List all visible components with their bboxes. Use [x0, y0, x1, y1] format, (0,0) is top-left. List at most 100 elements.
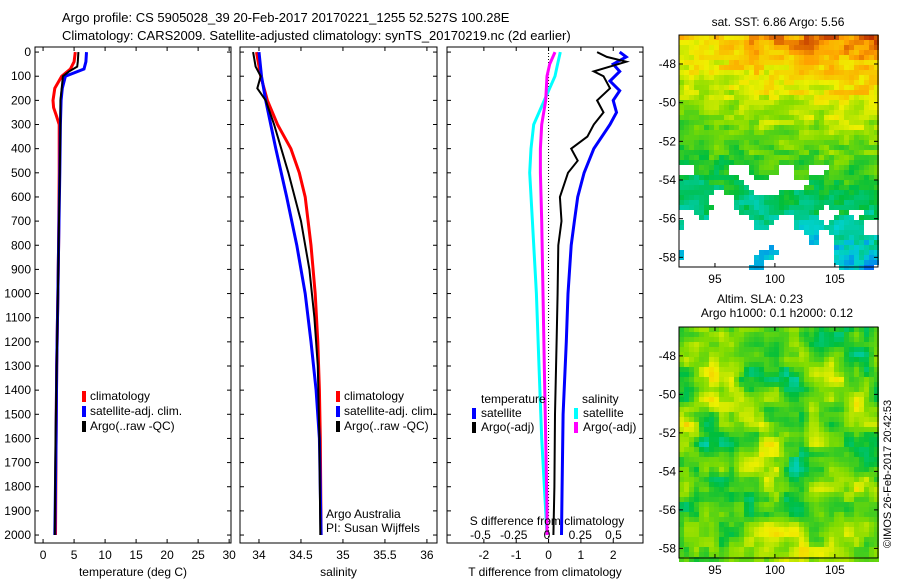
map-cell: [779, 337, 784, 342]
map-cell: [689, 472, 694, 477]
map-cell: [864, 205, 869, 210]
map-cell: [774, 140, 779, 145]
map-cell: [784, 387, 789, 392]
map-cell: [834, 40, 839, 45]
map-cell: [864, 547, 869, 552]
map-cell: [789, 35, 794, 40]
map-cell: [739, 55, 744, 60]
map-cell: [819, 135, 824, 140]
map-cell: [769, 447, 774, 452]
map-cell: [874, 517, 879, 522]
map-cell: [764, 552, 769, 557]
map-cell: [784, 357, 789, 362]
map-cell: [774, 387, 779, 392]
map-cell: [859, 95, 864, 100]
map-cell: [689, 372, 694, 377]
map-cell: [709, 507, 714, 512]
map-cell: [704, 45, 709, 50]
map-cell: [779, 487, 784, 492]
map-cell: [774, 170, 779, 175]
map-cell: [734, 70, 739, 75]
map-cell: [774, 125, 779, 130]
map-cell: [734, 437, 739, 442]
map-cell: [774, 120, 779, 125]
map-cell: [774, 352, 779, 357]
series-line-temperature-satellite: [560, 50, 629, 536]
map-cell: [849, 422, 854, 427]
map-cell: [689, 487, 694, 492]
map-cell: [844, 352, 849, 357]
map-cell: [859, 377, 864, 382]
map-cell: [794, 105, 799, 110]
map-cell: [704, 155, 709, 160]
map-cell: [759, 467, 764, 472]
map-cell: [824, 115, 829, 120]
map-cell: [809, 412, 814, 417]
map-cell: [824, 477, 829, 482]
map-cell: [829, 85, 834, 90]
map-cell: [714, 185, 719, 190]
map-cell: [719, 40, 724, 45]
map-cell: [809, 205, 814, 210]
map-cell: [839, 50, 844, 55]
map-cell: [719, 55, 724, 60]
map-cell: [689, 55, 694, 60]
map-cell: [729, 492, 734, 497]
map-cell: [854, 65, 859, 70]
map-cell: [839, 422, 844, 427]
map-cell: [709, 367, 714, 372]
map-cell: [799, 467, 804, 472]
map-cell: [729, 347, 734, 352]
map-cell: [764, 110, 769, 115]
map-cell: [684, 342, 689, 347]
map-cell: [774, 452, 779, 457]
legend-label: satellite-adj. clim.: [90, 404, 182, 418]
map-cell: [714, 377, 719, 382]
map-cell: [699, 90, 704, 95]
map-cell: [749, 215, 754, 220]
map-cell: [854, 512, 859, 517]
map-cell: [704, 130, 709, 135]
map-cell: [749, 327, 754, 332]
map-cell: [844, 235, 849, 240]
map-cell: [799, 462, 804, 467]
map-cell: [864, 35, 869, 40]
map-cell: [844, 447, 849, 452]
map-cell: [729, 467, 734, 472]
map-cell: [779, 347, 784, 352]
map-cell: [714, 507, 719, 512]
map-cell: [749, 70, 754, 75]
map-cell: [724, 542, 729, 547]
map-cell: [779, 90, 784, 95]
map-cell: [869, 452, 874, 457]
map-cell: [714, 95, 719, 100]
map-cell: [874, 145, 879, 150]
map-cell: [749, 387, 754, 392]
map-cell: [739, 487, 744, 492]
map-cell: [874, 452, 879, 457]
map-cell: [789, 407, 794, 412]
map-cell: [874, 432, 879, 437]
map-cell: [864, 160, 869, 165]
map-cell: [839, 95, 844, 100]
map-cell: [794, 477, 799, 482]
map-cell: [864, 347, 869, 352]
map-cell: [734, 160, 739, 165]
map-cell: [814, 452, 819, 457]
map-cell: [789, 352, 794, 357]
map-cell: [764, 60, 769, 65]
map-cell: [714, 55, 719, 60]
map-cell: [864, 190, 869, 195]
map-cell: [809, 482, 814, 487]
map-cell: [789, 55, 794, 60]
map-cell: [794, 110, 799, 115]
map-cell: [804, 497, 809, 502]
map-cell: [854, 155, 859, 160]
map-cell: [724, 352, 729, 357]
map-cell: [784, 532, 789, 537]
map-cell: [779, 387, 784, 392]
map-cell: [809, 60, 814, 65]
map-cell: [774, 457, 779, 462]
map-cell: [824, 547, 829, 552]
map-cell: [874, 35, 879, 40]
